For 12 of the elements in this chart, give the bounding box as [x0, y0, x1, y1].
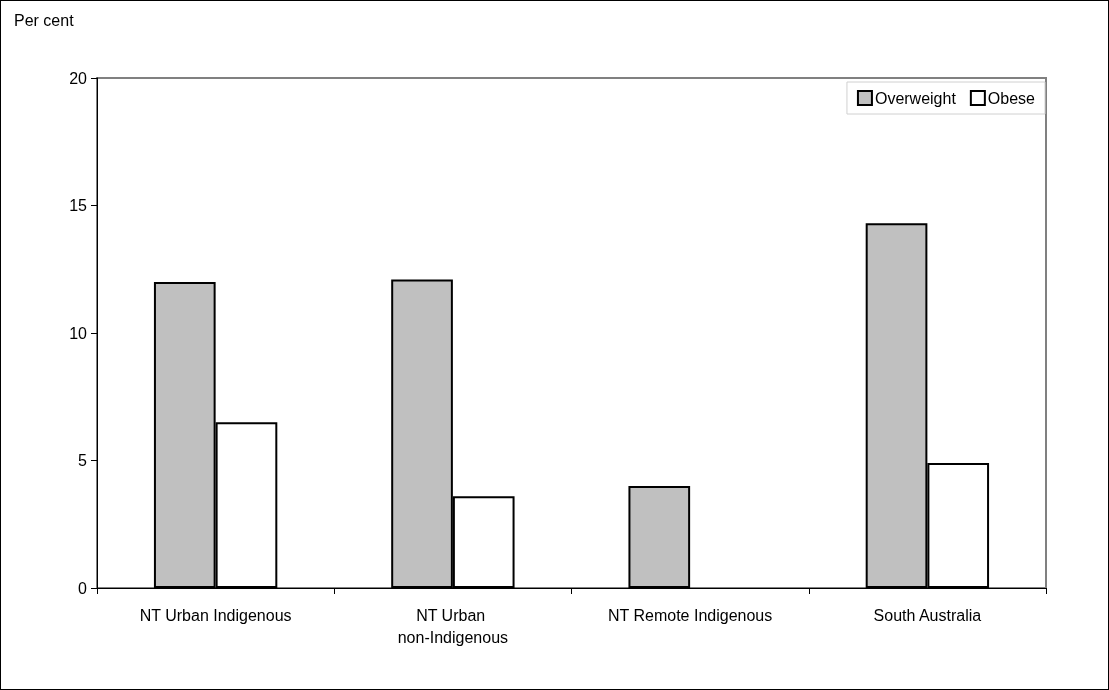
x-tick-label: NT Urban non-Indigenous [397, 606, 509, 646]
y-tick-label: 15 [69, 197, 88, 214]
y-tick-label: 0 [78, 579, 88, 597]
legend-label: Obese [987, 89, 1036, 107]
x-tick-label: NT Remote Indigenous [608, 606, 773, 624]
x-tick-label: South Australia [873, 606, 982, 624]
y-axis-title: Per cent [14, 11, 75, 29]
legend-label: Overweight [874, 89, 957, 107]
x-tick-label: NT Urban Indigenous [139, 606, 292, 624]
y-tick-label: 10 [69, 324, 88, 342]
y-tick-label: 20 [69, 69, 88, 87]
y-tick-label: 5 [78, 452, 88, 469]
